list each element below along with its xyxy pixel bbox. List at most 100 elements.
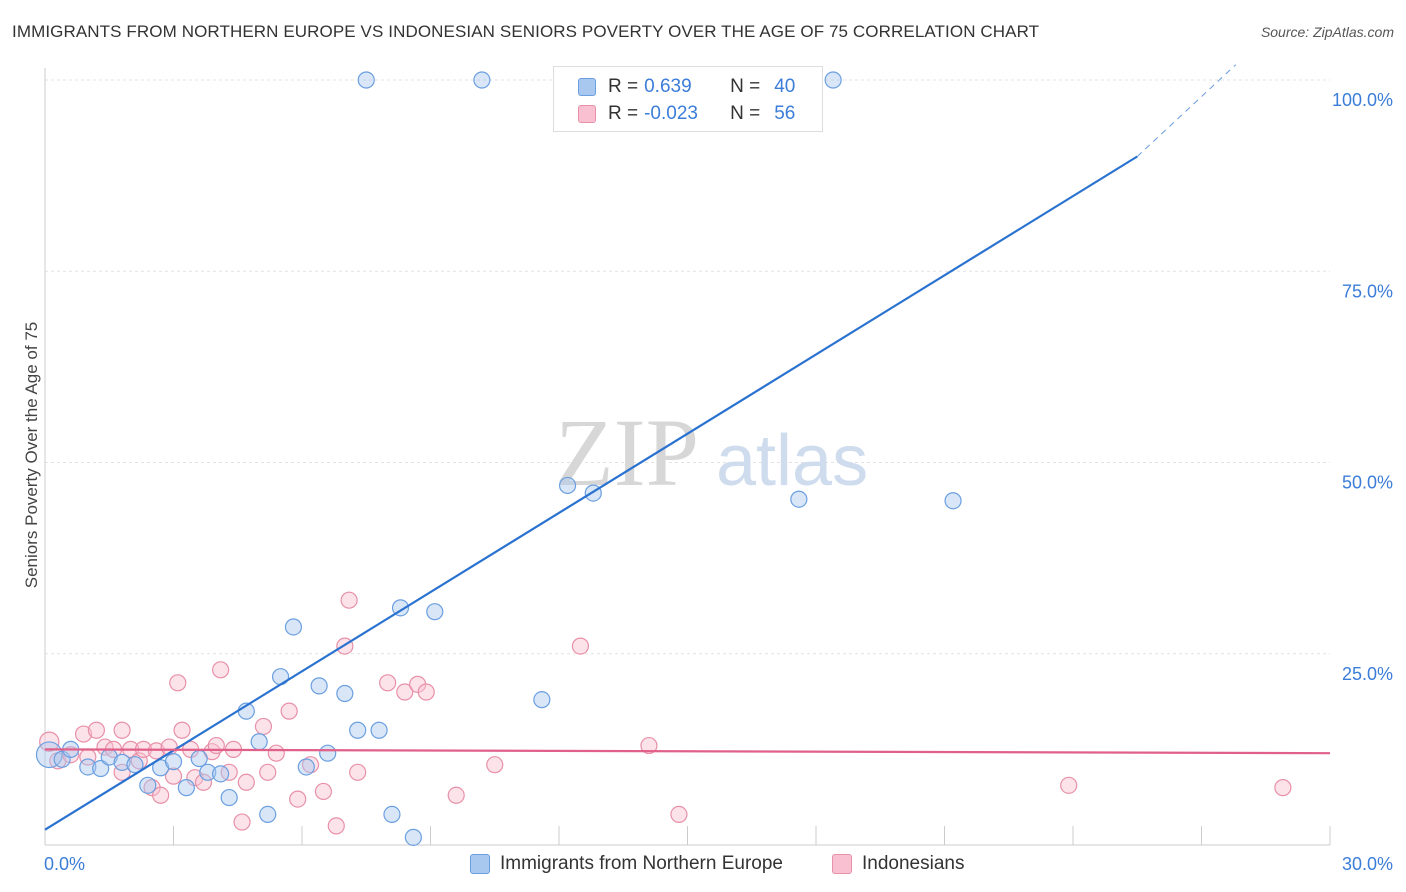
data-point-northern-europe: [259, 805, 277, 824]
data-point-indonesians: [571, 637, 590, 655]
legend-r-value: -0.023: [644, 103, 698, 124]
data-point-indonesians: [340, 591, 358, 609]
data-point-indonesians: [447, 786, 465, 804]
data-point-indonesians: [640, 736, 658, 755]
legend-r-label: R =: [608, 76, 639, 97]
data-point-indonesians: [267, 744, 285, 762]
data-point-indonesians: [87, 721, 106, 739]
data-point-northern-europe: [220, 788, 238, 807]
x-tick-label: 30.0%: [1342, 854, 1393, 874]
data-point-indonesians: [74, 725, 93, 743]
legend-swatch-blue: [578, 78, 596, 96]
trend-line-indonesians: [44, 748, 1331, 755]
data-point-indonesians: [220, 763, 238, 781]
data-point-northern-europe: [310, 677, 328, 695]
data-point-northern-europe: [349, 721, 367, 739]
bottom-legend-label-series2: Indonesians: [862, 853, 965, 874]
y-tick-label: 100.0%: [1332, 90, 1393, 110]
data-point-northern-europe: [177, 779, 195, 797]
data-point-northern-europe: [113, 753, 131, 771]
data-point-northern-europe: [199, 763, 217, 781]
data-point-indonesians: [280, 702, 298, 720]
data-point-indonesians: [207, 736, 225, 755]
data-point-northern-europe: [126, 756, 144, 774]
data-point-northern-europe: [212, 765, 230, 783]
data-point-indonesians: [417, 683, 435, 701]
data-point-indonesians: [289, 790, 307, 808]
y-tick-label: 75.0%: [1342, 281, 1393, 301]
legend-row-northern-europe: R = 0.639 N = 40: [578, 74, 795, 100]
legend-n-label: N =: [730, 76, 761, 97]
data-point-northern-europe: [139, 776, 157, 794]
data-point-indonesians: [327, 817, 345, 835]
y-axis-label: Seniors Poverty Over the Age of 75: [22, 322, 41, 588]
data-point-indonesians: [233, 813, 251, 831]
data-point-indonesians: [379, 674, 397, 692]
y-tick-label: 50.0%: [1342, 473, 1393, 493]
data-point-northern-europe: [297, 758, 315, 776]
data-point-indonesians: [486, 756, 504, 774]
bottom-legend-label-series1: Immigrants from Northern Europe: [500, 853, 783, 874]
data-point-northern-europe: [284, 618, 303, 636]
legend-swatch-pink: [578, 105, 596, 123]
data-point-indonesians: [259, 763, 277, 781]
data-point-indonesians: [173, 721, 191, 739]
legend-n-value: 56: [774, 103, 796, 124]
data-point-indonesians: [113, 721, 131, 739]
data-point-northern-europe: [92, 759, 110, 778]
watermark: ZIP atlas: [555, 399, 868, 506]
data-point-indonesians: [62, 746, 80, 764]
data-point-northern-europe: [370, 721, 388, 739]
watermark-atlas: atlas: [716, 421, 868, 501]
bottom-legend-swatch-pink: [832, 854, 852, 874]
data-point-indonesians: [152, 786, 170, 804]
data-point-indonesians: [1060, 776, 1078, 794]
trend-lines: [44, 64, 1331, 831]
bottom-legend-swatch-blue: [470, 854, 490, 874]
tick-labels: 25.0% 50.0% 75.0% 100.0% 0.0% 30.0%: [44, 90, 1393, 874]
y-tick-label: 25.0%: [1342, 664, 1393, 684]
data-point-indonesians: [314, 782, 333, 801]
source-label: Source: ZipAtlas.com: [1260, 24, 1394, 40]
data-point-northern-europe: [164, 753, 183, 771]
data-point-indonesians: [670, 805, 688, 824]
data-point-northern-europe: [558, 476, 577, 495]
data-point-northern-europe: [944, 492, 962, 510]
data-point-indonesians: [1274, 779, 1292, 797]
legend-n-label: N =: [730, 103, 761, 124]
data-point-northern-europe: [319, 744, 337, 762]
data-point-indonesians: [396, 683, 414, 701]
stats-legend: R = 0.639 N = 40 R = -0.023 N = 56: [553, 66, 823, 132]
legend-r-label: R =: [608, 103, 639, 124]
bottom-legend-series1: Immigrants from Northern Europe: [470, 852, 783, 876]
data-point-northern-europe: [190, 749, 208, 768]
grid-lines: [45, 79, 1330, 655]
data-point-northern-europe: [426, 603, 444, 621]
data-point-northern-europe: [404, 828, 422, 846]
legend-r-value: 0.639: [644, 76, 692, 97]
trend-line-northern-europe-extension: [1136, 64, 1237, 157]
axes: [44, 68, 1331, 846]
legend-n-value: 40: [774, 76, 796, 97]
data-point-indonesians: [113, 763, 131, 781]
data-point-northern-europe: [533, 691, 551, 709]
chart-title: IMMIGRANTS FROM NORTHERN EUROPE VS INDON…: [12, 22, 1040, 41]
data-point-northern-europe: [79, 758, 97, 776]
data-point-indonesians: [237, 773, 255, 791]
data-point-northern-europe: [473, 71, 491, 89]
data-point-indonesians: [147, 742, 165, 760]
data-point-northern-europe: [383, 805, 401, 824]
data-point-indonesians: [194, 773, 213, 791]
legend-row-indonesians: R = -0.023 N = 56: [578, 101, 795, 127]
data-point-indonesians: [164, 767, 183, 785]
data-point-indonesians: [349, 763, 367, 781]
watermark-zip: ZIP: [555, 399, 699, 506]
data-point-indonesians: [212, 661, 230, 679]
data-point-northern-europe: [790, 490, 808, 508]
trend-line-northern-europe: [44, 155, 1138, 831]
x-tick-label: 0.0%: [44, 854, 85, 874]
data-point-indonesians: [254, 717, 273, 736]
data-point-northern-europe: [336, 684, 354, 703]
data-point-northern-europe: [357, 71, 375, 89]
